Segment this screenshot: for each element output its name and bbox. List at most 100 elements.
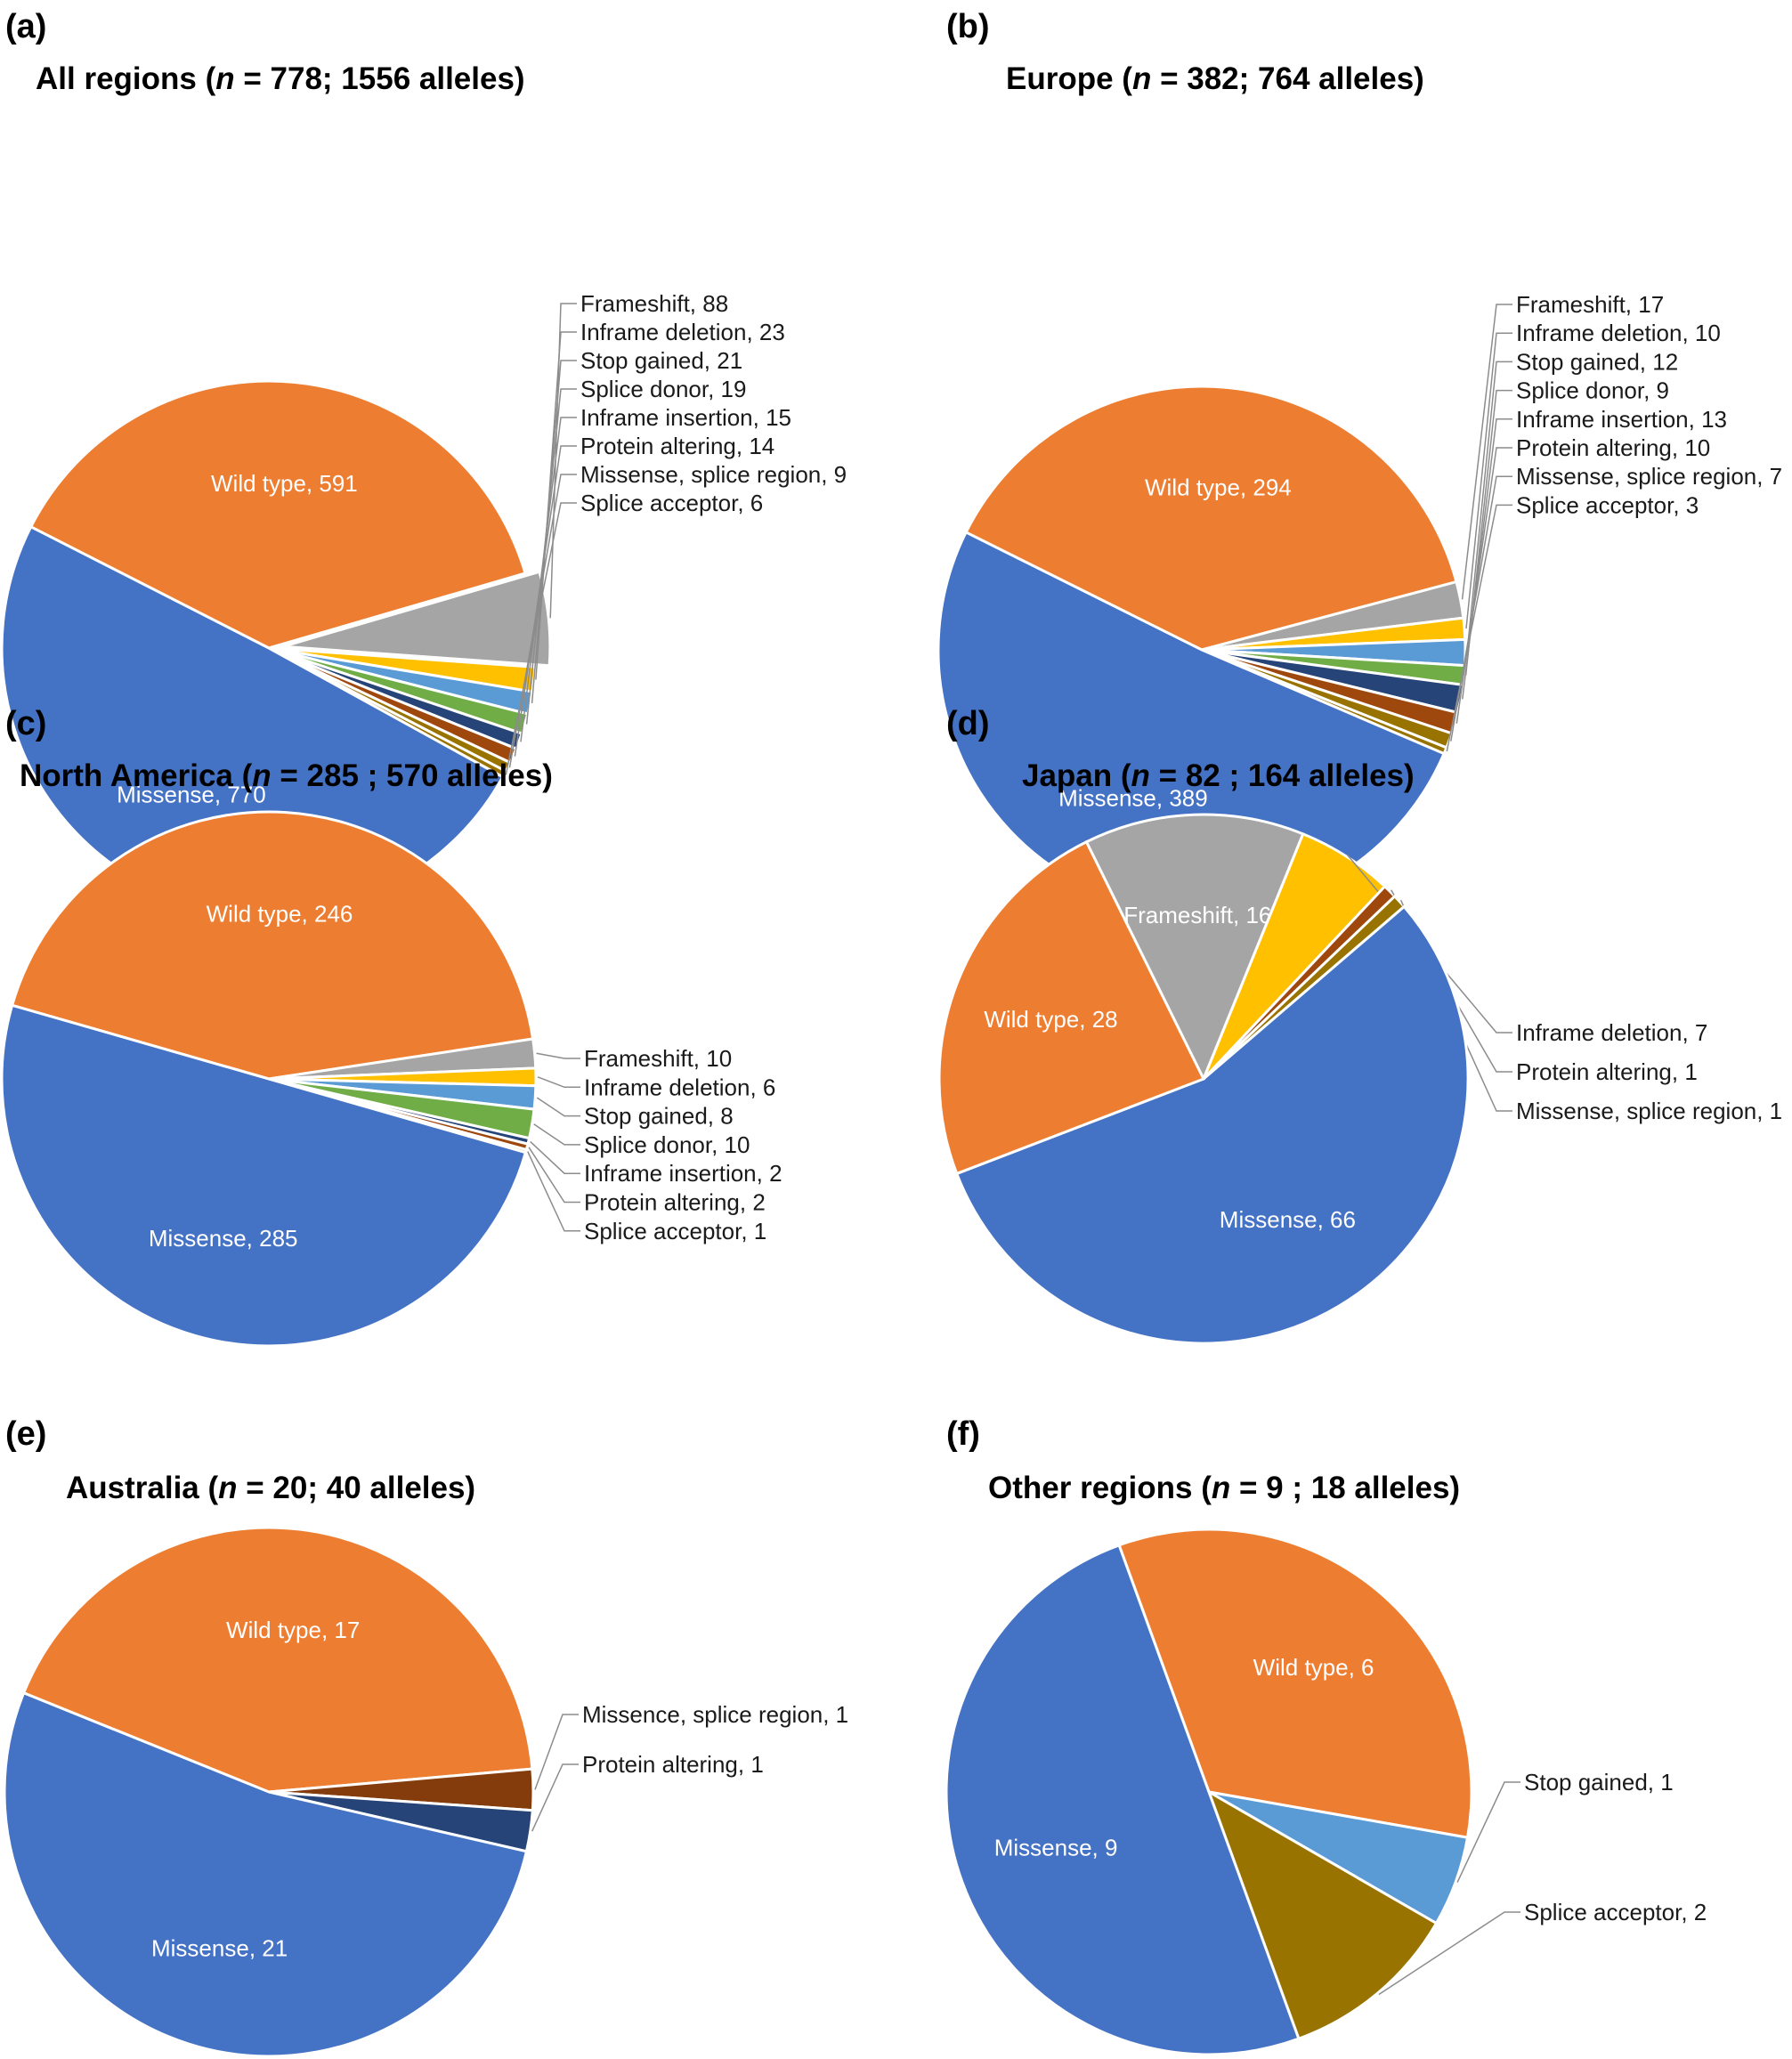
slice-missense	[0, 1003, 528, 1348]
chart-title-prefix: Other regions (	[988, 1471, 1212, 1505]
data-label: Wild type, 294	[1145, 474, 1292, 500]
data-label: Protein altering, 2	[584, 1189, 766, 1216]
data-label: Missense, 21	[151, 1935, 288, 1962]
data-label: Missense, splice region, 7	[1516, 463, 1782, 490]
data-label: Inframe deletion, 23	[580, 319, 785, 345]
data-label: Splice acceptor, 6	[580, 490, 763, 516]
leader-line	[1378, 1911, 1520, 1996]
data-label: Missense, 9	[994, 1835, 1118, 1861]
panel-label: (f)	[946, 1415, 980, 1453]
chart-title-n: n	[1131, 758, 1150, 793]
data-label: Missense, splice region, 9	[580, 461, 847, 488]
data-label: Frameshift, 10	[584, 1045, 732, 1072]
data-label: Missense, 389	[1058, 785, 1208, 812]
leader-line	[531, 1763, 579, 1832]
chart-title-suffix: = 82 ; 164 alleles)	[1150, 758, 1415, 793]
data-label: Wild type, 28	[984, 1006, 1117, 1033]
chart-title: Other regions (n = 9 ; 18 alleles)	[988, 1471, 1460, 1505]
data-label: Wild type, 6	[1253, 1654, 1374, 1681]
data-label: Wild type, 591	[211, 470, 358, 497]
data-label: Splice acceptor, 2	[1524, 1899, 1707, 1925]
pie-chart-d: (d) Japan (n = 82 ; 164 alleles) Frameshif…	[937, 705, 1782, 1345]
leader-line	[1465, 332, 1512, 629]
panel-label: (e)	[5, 1415, 46, 1453]
chart-title-n: n	[218, 1471, 237, 1505]
chart-title-n: n	[1212, 1471, 1230, 1505]
data-label: Stop gained, 8	[584, 1103, 734, 1130]
chart-title-n: n	[252, 758, 271, 793]
data-label: Inframe deletion, 7	[1516, 1019, 1707, 1046]
chart-title-prefix: Japan (	[1022, 758, 1131, 793]
slice-wild-type	[21, 1526, 534, 1794]
data-label: Splice donor, 10	[584, 1131, 750, 1158]
pie-chart-e: (e) Australia (n = 20; 40 alleles) Wild ty…	[3, 1415, 848, 2058]
slice-wild-type	[1117, 1528, 1473, 1839]
panel-label: (b)	[946, 8, 990, 45]
leader-line	[530, 1140, 580, 1174]
chart-title: North America (n = 285 ; 570 alleles)	[20, 758, 553, 793]
leader-line	[1464, 389, 1512, 676]
leader-line	[549, 303, 577, 619]
chart-title-prefix: All regions (	[36, 61, 216, 96]
data-label: Splice acceptor, 3	[1516, 491, 1699, 518]
pie-chart-b: (b) Europe (n = 382; 764 alleles) Wild typ…	[937, 8, 1782, 915]
slice-wild-type	[964, 385, 1458, 652]
data-label: Frameshift, 88	[580, 290, 728, 317]
leader-line	[528, 1147, 580, 1204]
leader-line	[533, 1123, 580, 1146]
slice-frameshift	[1084, 813, 1305, 1082]
data-label: Protein altering, 14	[580, 433, 774, 459]
leader-line	[1446, 504, 1512, 752]
leader-line	[1462, 418, 1512, 700]
data-label: Wild type, 17	[226, 1617, 360, 1643]
slice-wild-type	[937, 839, 1206, 1176]
chart-title: Australia (n = 20; 40 alleles)	[66, 1471, 475, 1505]
panel-label: (c)	[5, 705, 46, 742]
data-label: Protein altering, 1	[1516, 1058, 1698, 1085]
data-label: Missense, splice region, 1	[1516, 1098, 1782, 1124]
chart-title-suffix: = 382; 764 alleles)	[1151, 61, 1423, 96]
chart-title-suffix: = 20; 40 alleles)	[238, 1471, 476, 1505]
data-label: Missense, 66	[1220, 1206, 1356, 1233]
chart-title: Europe (n = 382; 764 alleles)	[1006, 61, 1424, 96]
data-label: Splice donor, 9	[1516, 377, 1669, 404]
data-label: Inframe insertion, 2	[584, 1160, 782, 1187]
chart-title-suffix: = 285 ; 570 alleles)	[272, 758, 553, 793]
data-label: Protein altering, 10	[1516, 434, 1710, 461]
chart-title-n: n	[215, 61, 234, 96]
data-label: Missence, splice region, 1	[582, 1701, 848, 1728]
slice-frameshift	[282, 570, 552, 668]
data-label: Inframe insertion, 15	[580, 404, 791, 431]
data-label: Stop gained, 21	[580, 347, 742, 374]
slice-missense	[945, 1543, 1301, 2056]
data-label: Frameshift, 17	[1516, 291, 1664, 318]
chart-title-suffix: = 778; 1556 alleles)	[235, 61, 525, 96]
chart-title-suffix: = 9 ; 18 alleles)	[1230, 1471, 1460, 1505]
panel-label: (d)	[946, 705, 990, 742]
data-label: Missense, 770	[117, 781, 266, 807]
leader-line	[534, 1714, 579, 1790]
leader-line	[1456, 1781, 1520, 1883]
leader-line	[505, 502, 577, 775]
leader-line	[1461, 304, 1512, 600]
slice-missense	[954, 904, 1470, 1345]
slice-missense	[3, 1690, 529, 2058]
leader-line	[527, 1151, 580, 1232]
data-label: Splice acceptor, 1	[584, 1218, 766, 1244]
leader-line	[537, 1076, 580, 1089]
chart-title-prefix: North America (	[20, 758, 253, 793]
data-label: Protein altering, 1	[582, 1751, 764, 1778]
data-label: Inframe deletion, 6	[584, 1074, 775, 1100]
pie-chart-a: (a)All regions (n = 778; 1556 alleles)Wi…	[0, 8, 847, 917]
leader-line	[1466, 361, 1512, 653]
chart-title: All regions (n = 778; 1556 alleles)	[36, 61, 525, 96]
chart-title: Japan (n = 82 ; 164 alleles)	[1022, 758, 1415, 793]
pie-chart-c: (c) North America (n = 285 ; 570 alleles)…	[0, 705, 782, 1348]
slice-splice-acceptor	[1206, 1788, 1439, 2041]
slice-wild-type	[10, 810, 535, 1081]
data-label: Wild type, 246	[207, 900, 353, 927]
leader-line	[536, 1052, 580, 1059]
data-label: Inframe insertion, 13	[1516, 406, 1727, 433]
data-label: Missense, 285	[149, 1225, 298, 1252]
